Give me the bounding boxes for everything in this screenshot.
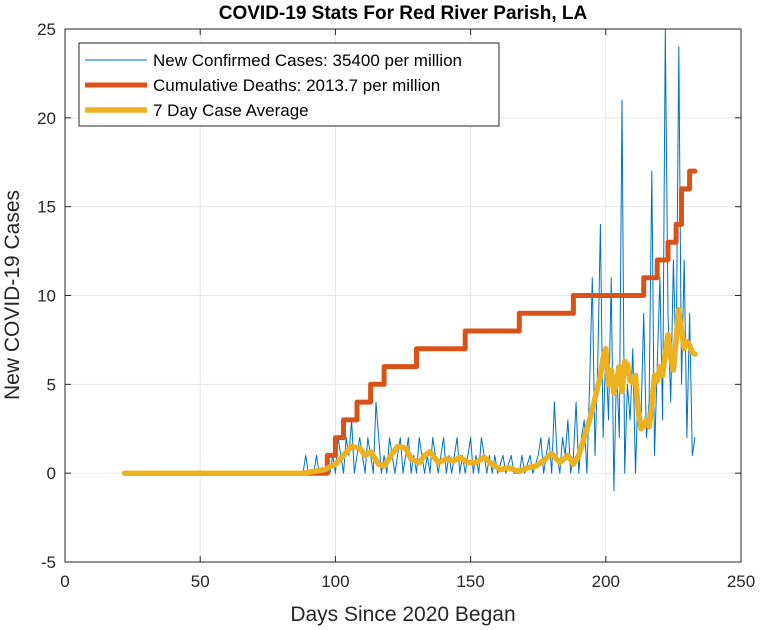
x-tick-label: 200	[592, 572, 620, 591]
y-tick-label: 25	[37, 20, 56, 39]
x-tick-label: 150	[456, 572, 484, 591]
y-tick-label: 20	[37, 109, 56, 128]
legend-box	[78, 42, 500, 127]
x-tick-label: 0	[60, 572, 69, 591]
legend-label-3: 7 Day Case Average	[153, 101, 309, 120]
legend: New Confirmed Cases: 35400 per million Cu…	[78, 42, 500, 127]
y-tick-label: 15	[37, 198, 56, 217]
y-tick-label: 0	[47, 464, 56, 483]
series-layer	[121, 28, 698, 492]
y-axis-label: New COVID-19 Cases	[1, 190, 24, 400]
x-tick-label: 100	[321, 572, 349, 591]
legend-label-1: New Confirmed Cases: 35400 per million	[153, 51, 462, 70]
legend-label-2: Cumulative Deaths: 2013.7 per million	[153, 76, 440, 95]
x-tick-label: 250	[727, 572, 755, 591]
series-line-2	[300, 168, 698, 476]
series-line-3	[121, 306, 698, 476]
axes	[64, 28, 742, 563]
y-tick-label: 5	[47, 375, 56, 394]
x-axis-label: Days Since 2020 Began	[290, 603, 515, 626]
chart-title: COVID-19 Stats For Red River Parish, LA	[219, 3, 588, 24]
y-tick-label: 10	[37, 287, 56, 306]
x-tick-label: 50	[191, 572, 210, 591]
y-tick-label: -5	[41, 553, 56, 572]
